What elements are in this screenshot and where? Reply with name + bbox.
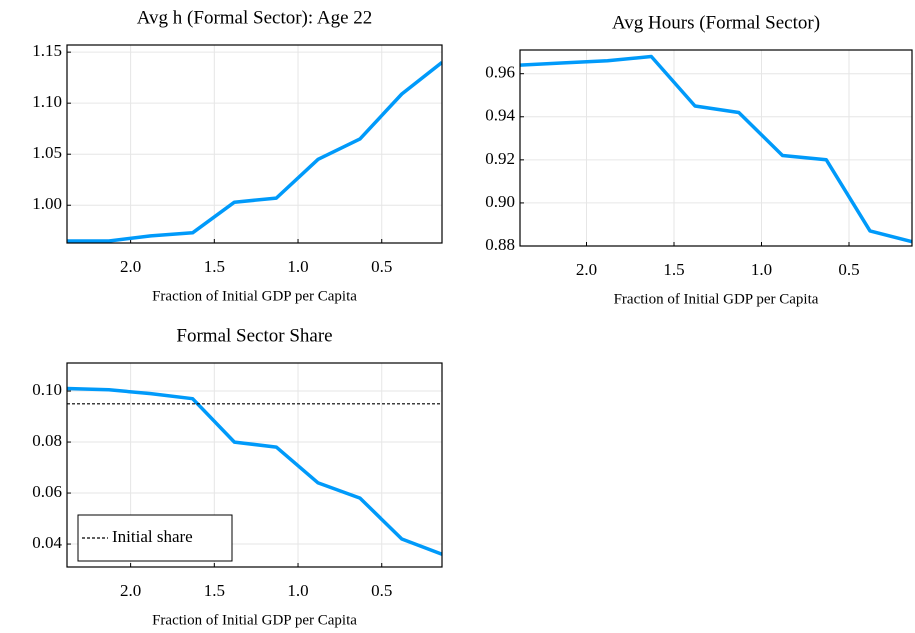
x-tick-label: 2.0 [576, 260, 597, 279]
x-tick-label: 0.5 [371, 257, 392, 276]
x-axis-label: Fraction of Initial GDP per Capita [152, 612, 357, 628]
x-tick-label: 0.5 [371, 581, 392, 600]
x-tick-label: 1.5 [204, 581, 225, 600]
data-line [67, 61, 442, 243]
y-tick-label: 0.06 [32, 482, 62, 501]
plot-frame [66, 44, 443, 244]
x-axis-label: Fraction of Initial GDP per Capita [614, 291, 819, 307]
x-tick-label: 2.0 [120, 581, 141, 600]
y-tick-label: 0.92 [485, 149, 515, 168]
y-tick-label: 1.05 [32, 143, 62, 162]
x-tick-label: 1.0 [751, 260, 772, 279]
y-tick-label: 0.04 [32, 533, 62, 552]
y-tick-label: 0.90 [485, 192, 515, 211]
plot-frame [519, 49, 913, 247]
y-tick-label: 0.96 [485, 63, 515, 82]
x-tick-label: 1.0 [287, 257, 308, 276]
y-tick-label: 1.00 [32, 194, 62, 213]
chart-title: Avg h (Formal Sector): Age 22 [137, 7, 373, 28]
x-tick-label: 1.5 [663, 260, 684, 279]
y-tick-label: 0.94 [485, 106, 515, 125]
x-tick-label: 2.0 [120, 257, 141, 276]
legend-label: Initial share [112, 527, 193, 546]
y-tick-label: 0.10 [32, 380, 62, 399]
y-tick-label: 1.15 [32, 41, 62, 60]
plot-frame [66, 362, 443, 568]
data-line [67, 386, 442, 556]
x-tick-label: 1.0 [287, 581, 308, 600]
y-tick-label: 0.88 [485, 235, 515, 254]
chart-title: Formal Sector Share [176, 325, 332, 346]
x-axis-label: Fraction of Initial GDP per Capita [152, 288, 357, 304]
chart-title: Avg Hours (Formal Sector) [612, 12, 820, 33]
x-tick-label: 0.5 [838, 260, 859, 279]
y-tick-label: 1.10 [32, 92, 62, 111]
x-tick-label: 1.5 [204, 257, 225, 276]
y-tick-label: 0.08 [32, 431, 62, 450]
data-line [520, 54, 912, 244]
